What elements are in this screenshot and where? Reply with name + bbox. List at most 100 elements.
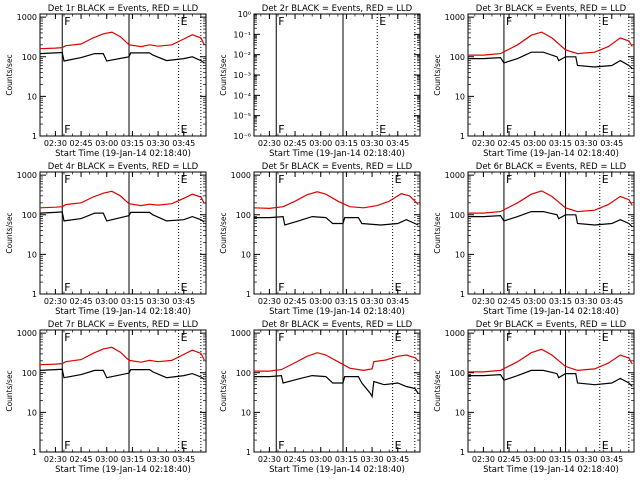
- x-axis-label: Start Time (19-Jan-14 02:18:40): [269, 149, 405, 159]
- events-series-line: [468, 369, 633, 387]
- y-tick-label: 1: [460, 448, 465, 457]
- lld-series-line: [253, 191, 419, 210]
- y-tick-label: 10: [27, 408, 37, 417]
- y-axis-label: Counts/sec: [433, 370, 442, 411]
- detector-panel-7: Det 7r BLACK = Events, RED = LLD 1 10 100 10…: [5, 320, 207, 475]
- lld-series-line: [468, 31, 633, 56]
- x-tick-label: 02:30: [472, 297, 495, 306]
- y-tick-label: 1000: [445, 329, 465, 338]
- marker-label: E: [181, 331, 188, 344]
- lld-series-line: [39, 31, 205, 50]
- marker-label: F: [278, 15, 284, 28]
- events-series-line: [254, 374, 419, 399]
- y-tick-label: 100: [236, 211, 251, 220]
- marker-label: E: [395, 173, 402, 186]
- marker-label: F: [64, 123, 70, 136]
- panel-title: Det 1r BLACK = Events, RED = LLD: [48, 4, 199, 14]
- x-tick-label: 03:30: [361, 139, 384, 148]
- y-tick-label: 10⁰: [238, 10, 251, 19]
- marker-label: E: [379, 123, 386, 136]
- y-tick-label: 100: [22, 53, 37, 62]
- marker-label: F: [64, 439, 70, 452]
- x-tick-label: 02:30: [258, 455, 281, 464]
- x-axis-label: Start Time (19-Jan-14 02:18:40): [55, 307, 191, 317]
- x-tick-label: 03:15: [549, 455, 572, 464]
- x-tick-label: 02:45: [284, 139, 307, 148]
- x-tick-label: 03:15: [335, 455, 358, 464]
- x-tick-label: 03:30: [575, 139, 598, 148]
- y-axis-label: Counts/sec: [219, 212, 228, 253]
- plot-frame: [39, 171, 207, 295]
- detector-panel-9: Det 9r BLACK = Events, RED = LLD 1 10 100 10…: [433, 320, 635, 475]
- x-tick-label: 03:30: [147, 139, 170, 148]
- y-tick-label: 100: [450, 369, 465, 378]
- y-tick-label: 1000: [231, 329, 251, 338]
- x-tick-label: 03:15: [121, 455, 144, 464]
- marker-label: E: [602, 439, 609, 452]
- marker-label: E: [379, 15, 386, 28]
- x-tick-label: 03:30: [147, 297, 170, 306]
- events-series-line: [468, 51, 633, 70]
- detector-panel-4: Det 4r BLACK = Events, RED = LLD 1 10 100 10…: [5, 162, 207, 317]
- marker-label: F: [278, 331, 284, 344]
- x-tick-label: 03:45: [600, 455, 623, 464]
- y-tick-label: 100: [450, 53, 465, 62]
- marker-label: E: [395, 331, 402, 344]
- detector-panel-5: Det 5r BLACK = Events, RED = LLD 1 10 100 10…: [219, 162, 421, 317]
- events-series-line: [468, 211, 633, 228]
- marker-label: F: [278, 173, 284, 186]
- y-tick-label: 100: [22, 369, 37, 378]
- x-tick-label: 03:00: [309, 455, 332, 464]
- marker-label: E: [395, 281, 402, 294]
- y-tick-label: 10⁻³: [233, 71, 251, 80]
- detector-panel-3: Det 3r BLACK = Events, RED = LLD 1 10 100 10…: [433, 4, 635, 159]
- y-tick-label: 1000: [17, 171, 37, 180]
- plot-frame: [467, 329, 635, 453]
- x-tick-label: 02:45: [284, 297, 307, 306]
- x-tick-label: 03:45: [600, 297, 623, 306]
- marker-label: F: [506, 15, 512, 28]
- x-tick-label: 03:15: [121, 297, 144, 306]
- x-tick-label: 03:30: [575, 455, 598, 464]
- x-axis-label: Start Time (19-Jan-14 02:18:40): [483, 465, 619, 475]
- panel-title: Det 6r BLACK = Events, RED = LLD: [476, 162, 627, 172]
- x-axis-label: Start Time (19-Jan-14 02:18:40): [269, 465, 405, 475]
- x-tick-label: 03:30: [361, 297, 384, 306]
- panel-title: Det 4r BLACK = Events, RED = LLD: [48, 162, 199, 172]
- x-tick-label: 03:15: [121, 139, 144, 148]
- x-tick-label: 03:00: [95, 455, 118, 464]
- plot-frame: [253, 13, 421, 137]
- y-tick-label: 10⁻⁴: [233, 91, 251, 100]
- y-tick-label: 100: [450, 211, 465, 220]
- x-tick-label: 03:00: [309, 297, 332, 306]
- marker-label: F: [64, 173, 70, 186]
- y-axis-label: Counts/sec: [5, 54, 14, 95]
- x-tick-label: 03:45: [172, 139, 195, 148]
- marker-label: E: [181, 123, 188, 136]
- y-tick-label: 10: [27, 250, 37, 259]
- x-tick-label: 02:30: [44, 297, 67, 306]
- y-tick-label: 1: [460, 290, 465, 299]
- detector-panel-2: Det 2r BLACK = Events, RED = LLD 10⁻⁶ 10⁻⁵…: [219, 4, 421, 159]
- panel-title: Det 8r BLACK = Events, RED = LLD: [262, 320, 413, 330]
- x-tick-label: 03:00: [523, 297, 546, 306]
- x-tick-label: 03:45: [172, 455, 195, 464]
- marker-label: F: [278, 123, 284, 136]
- x-tick-label: 03:15: [335, 139, 358, 148]
- y-tick-label: 1: [460, 132, 465, 141]
- x-tick-label: 02:45: [498, 139, 521, 148]
- x-tick-label: 02:45: [498, 455, 521, 464]
- marker-label: E: [602, 173, 609, 186]
- x-tick-label: 02:45: [70, 139, 93, 148]
- lld-series-line: [468, 190, 633, 214]
- y-tick-label: 1: [246, 448, 251, 457]
- y-axis-label: Counts/sec: [219, 54, 228, 95]
- x-tick-label: 03:45: [386, 139, 409, 148]
- y-tick-label: 1000: [231, 171, 251, 180]
- x-tick-label: 03:45: [600, 139, 623, 148]
- x-tick-label: 02:45: [498, 297, 521, 306]
- lld-series-line: [39, 190, 205, 209]
- marker-label: E: [181, 15, 188, 28]
- x-axis-label: Start Time (19-Jan-14 02:18:40): [483, 149, 619, 159]
- y-tick-label: 10: [241, 250, 251, 259]
